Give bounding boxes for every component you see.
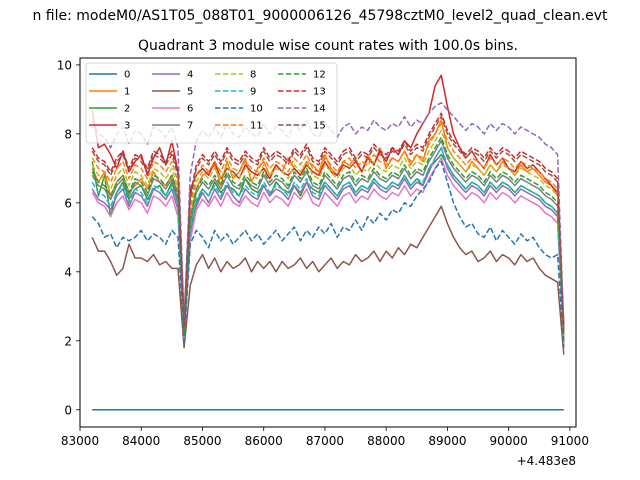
- legend-label-6: 6: [187, 104, 193, 115]
- legend-label-1: 1: [124, 87, 130, 98]
- legend-box: [85, 62, 338, 144]
- legend-label-5: 5: [187, 87, 193, 98]
- legend-label-8: 8: [250, 70, 256, 81]
- y-tick-label: 4: [64, 265, 72, 279]
- series-line-6: [91, 157, 565, 345]
- legend-label-10: 10: [250, 104, 263, 115]
- x-tick-label: 86000: [245, 434, 283, 448]
- x-tick-label: 84000: [122, 434, 160, 448]
- legend-label-13: 13: [313, 87, 326, 98]
- series-line-13: [91, 112, 565, 331]
- legend-label-0: 0: [124, 70, 130, 81]
- series-line-9: [91, 146, 565, 345]
- series-line-15: [91, 115, 565, 334]
- series-line-5: [91, 205, 565, 355]
- axis-ticks: 83000 84000 85000 86000 87000 88000 89000 90000…: [57, 58, 589, 448]
- legend-label-12: 12: [313, 70, 326, 81]
- series-line-1: [91, 119, 565, 335]
- x-tick-label: 83000: [61, 434, 99, 448]
- legend-label-3: 3: [124, 121, 130, 132]
- legend-label-7: 7: [187, 121, 193, 132]
- y-tick-label: 6: [64, 196, 72, 210]
- y-tick-label: 10: [57, 58, 72, 72]
- axes-frame: [79, 57, 577, 428]
- x-offset-label: +4.483e8: [517, 454, 576, 468]
- x-tick-label: 91000: [551, 434, 589, 448]
- legend-label-15: 15: [313, 121, 326, 132]
- figure-suptitle: n file: modeM0/AS1T05_088T01_9000006126_…: [32, 8, 608, 24]
- series-line-4: [91, 146, 565, 345]
- legend-label-4: 4: [187, 70, 193, 81]
- x-tick-label: 90000: [490, 434, 528, 448]
- series-line-12: [91, 136, 565, 341]
- series-line-10: [91, 160, 565, 348]
- x-tick-label: 85000: [183, 434, 221, 448]
- x-tick-label: 89000: [428, 434, 466, 448]
- x-tick-label: 87000: [306, 434, 344, 448]
- y-tick-label: 8: [64, 127, 72, 141]
- series-line-7: [91, 140, 565, 341]
- x-tick-label: 88000: [367, 434, 405, 448]
- y-tick-label: 0: [64, 403, 72, 417]
- legend-label-11: 11: [250, 121, 263, 132]
- chart-title: Quadrant 3 module wise count rates with …: [138, 38, 518, 54]
- legend-label-14: 14: [313, 104, 326, 115]
- legend-label-2: 2: [124, 104, 130, 115]
- series-line-8: [91, 129, 565, 338]
- series-line-11: [91, 122, 565, 334]
- legend-label-9: 9: [250, 87, 256, 98]
- y-tick-label: 2: [64, 334, 72, 348]
